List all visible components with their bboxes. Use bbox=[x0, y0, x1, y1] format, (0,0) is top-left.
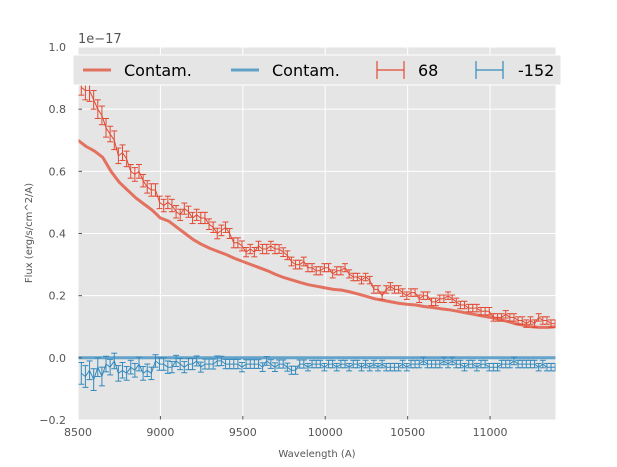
x-tick-label: 9000 bbox=[146, 426, 174, 439]
y-tick-label: −0.2 bbox=[39, 414, 66, 427]
y-tick-label: 0.6 bbox=[49, 165, 67, 178]
series-line bbox=[78, 139, 556, 329]
errorbar-connector bbox=[80, 359, 556, 381]
axes: 8500 9000 9500 10000 10500 11000 −0.2 0.0 0.2 0.4… bbox=[39, 41, 557, 439]
series-2 bbox=[78, 79, 556, 328]
y-tick-label: 0.4 bbox=[49, 228, 67, 241]
x-tick-label: 10000 bbox=[308, 426, 343, 439]
y-axis-label: Flux (erg/s/cm^2/A) bbox=[24, 183, 35, 283]
errorbar-connector bbox=[80, 87, 556, 325]
x-axis-label: Wavelength (A) bbox=[278, 449, 355, 460]
legend-errorbar-68 bbox=[376, 61, 405, 79]
y-tick-label: 0.8 bbox=[49, 103, 67, 116]
x-tick-label: 11000 bbox=[473, 426, 508, 439]
legend-label-contam-blue: Contam. bbox=[272, 61, 340, 80]
legend-label-minus152: -152 bbox=[518, 61, 554, 80]
y-tick-label: 0.0 bbox=[49, 352, 67, 365]
legend-label-contam-red: Contam. bbox=[124, 61, 192, 80]
legend-errorbar-minus152 bbox=[475, 61, 504, 79]
x-tick-label: 9500 bbox=[229, 426, 257, 439]
series-0 bbox=[78, 139, 556, 329]
y-tick-label: 1.0 bbox=[49, 41, 67, 54]
series-layer bbox=[78, 79, 556, 391]
plot-frame bbox=[77, 46, 557, 421]
y-tick-label: 0.2 bbox=[49, 290, 67, 303]
x-tick-label: 10500 bbox=[390, 426, 425, 439]
series-3 bbox=[78, 352, 556, 391]
y-offset-label: 1e−17 bbox=[78, 32, 122, 47]
legend-label-68: 68 bbox=[418, 61, 438, 80]
x-tick-label: 8500 bbox=[64, 426, 92, 439]
legend: Contam. Contam. 68 -152 bbox=[72, 54, 562, 86]
